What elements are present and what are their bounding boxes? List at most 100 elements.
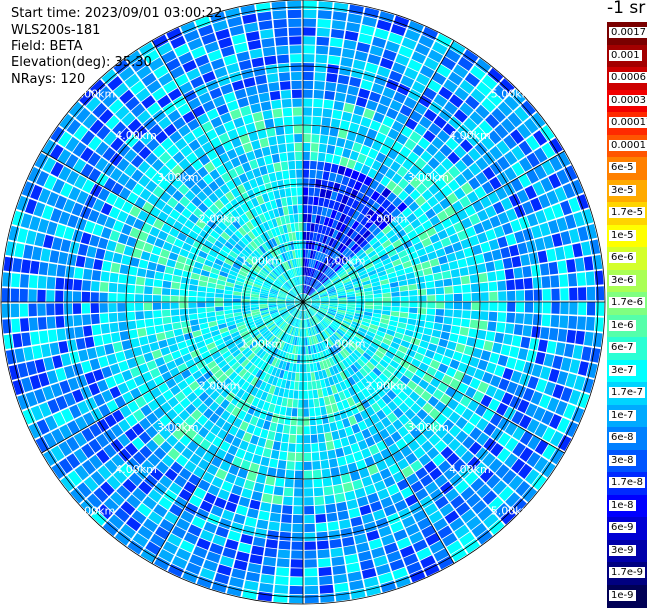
data-cell: [290, 426, 297, 435]
data-cell: [245, 517, 257, 527]
data-cell: [432, 265, 441, 273]
data-cell: [287, 461, 295, 470]
data-cell: [314, 81, 325, 90]
data-cell: [307, 364, 311, 372]
data-cell: [207, 287, 216, 292]
data-cell: [174, 269, 183, 277]
data-cell: [438, 256, 448, 265]
data-cell: [297, 187, 302, 195]
data-cell: [365, 302, 373, 305]
data-cell: [206, 298, 214, 303]
data-cell: [312, 206, 317, 215]
data-cell: [44, 357, 55, 371]
data-cell: [315, 72, 326, 81]
data-cell: [472, 302, 480, 310]
data-cell: [314, 488, 323, 497]
colorbar-tick-label: 1.7e-9: [609, 567, 645, 578]
data-cell: [135, 240, 145, 250]
data-cell: [292, 90, 302, 98]
data-cell: [516, 302, 524, 312]
data-cell: [494, 260, 504, 271]
data-cell: [61, 239, 72, 252]
data-cell: [91, 314, 100, 324]
data-cell: [76, 338, 86, 350]
range-ring-label: 1.00km: [324, 254, 366, 267]
data-cell: [497, 281, 506, 291]
data-cell: [43, 235, 54, 249]
range-ring-label: 3.00km: [157, 421, 199, 434]
data-cell: [294, 480, 303, 488]
data-cell: [239, 60, 252, 71]
data-cell: [292, 408, 298, 416]
data-cell: [373, 290, 382, 295]
data-cell: [430, 258, 440, 266]
data-cell: [266, 164, 274, 173]
data-cell: [109, 283, 118, 292]
data-cell: [136, 277, 145, 286]
data-cell: [126, 303, 134, 311]
data-cell: [57, 265, 66, 277]
data-cell: [153, 295, 161, 302]
data-cell: [374, 302, 382, 306]
data-cell: [315, 407, 321, 416]
data-cell: [584, 332, 594, 346]
data-cell: [268, 136, 277, 145]
data-cell: [311, 134, 319, 143]
data-cell: [207, 316, 216, 322]
data-cell: [2, 304, 11, 318]
data-cell: [300, 364, 303, 372]
data-cell: [87, 348, 97, 360]
data-cell: [314, 496, 324, 505]
data-cell: [282, 99, 292, 108]
data-cell: [564, 245, 574, 259]
data-cell: [520, 254, 530, 266]
data-cell: [427, 302, 435, 308]
data-cell: [83, 326, 92, 337]
data-cell: [318, 198, 324, 207]
data-cell: [330, 422, 338, 431]
data-cell: [152, 350, 162, 360]
data-cell: [163, 281, 172, 288]
data-cell: [305, 577, 318, 585]
data-cell: [304, 462, 312, 470]
data-cell: [299, 382, 303, 390]
data-cell: [300, 355, 303, 363]
data-cell: [296, 444, 303, 452]
data-cell: [311, 143, 319, 152]
field-label: Field: BETA: [11, 39, 82, 54]
data-cell: [252, 57, 265, 67]
data-cell: [347, 499, 358, 509]
data-cell: [436, 287, 445, 294]
data-cell: [87, 246, 97, 258]
data-cell: [65, 266, 74, 278]
data-cell: [315, 63, 326, 72]
data-cell: [328, 521, 339, 530]
data-cell: [569, 288, 577, 301]
data-cell: [415, 326, 424, 333]
data-cell: [23, 245, 33, 259]
data-cell: [442, 324, 451, 332]
data-cell: [503, 258, 513, 269]
data-cell: [111, 332, 121, 342]
data-cell: [240, 134, 250, 144]
data-cell: [278, 460, 287, 469]
data-cell: [266, 64, 278, 74]
data-cell: [233, 295, 241, 299]
data-cell: [320, 406, 327, 415]
data-cell: [41, 248, 51, 261]
data-cell: [30, 261, 40, 274]
data-cell: [78, 244, 88, 256]
data-cell: [171, 303, 179, 309]
data-cell: [304, 417, 310, 425]
data-cell: [197, 308, 205, 313]
data-cell: [280, 406, 287, 415]
data-cell: [141, 344, 151, 354]
data-cell: [189, 314, 198, 320]
data-cell: [323, 100, 333, 109]
data-cell: [325, 82, 336, 91]
data-cell: [233, 514, 245, 525]
data-cell: [336, 502, 347, 512]
data-cell: [117, 293, 125, 302]
data-cell: [284, 117, 293, 126]
instrument-label: WLS200s-181: [11, 23, 100, 38]
